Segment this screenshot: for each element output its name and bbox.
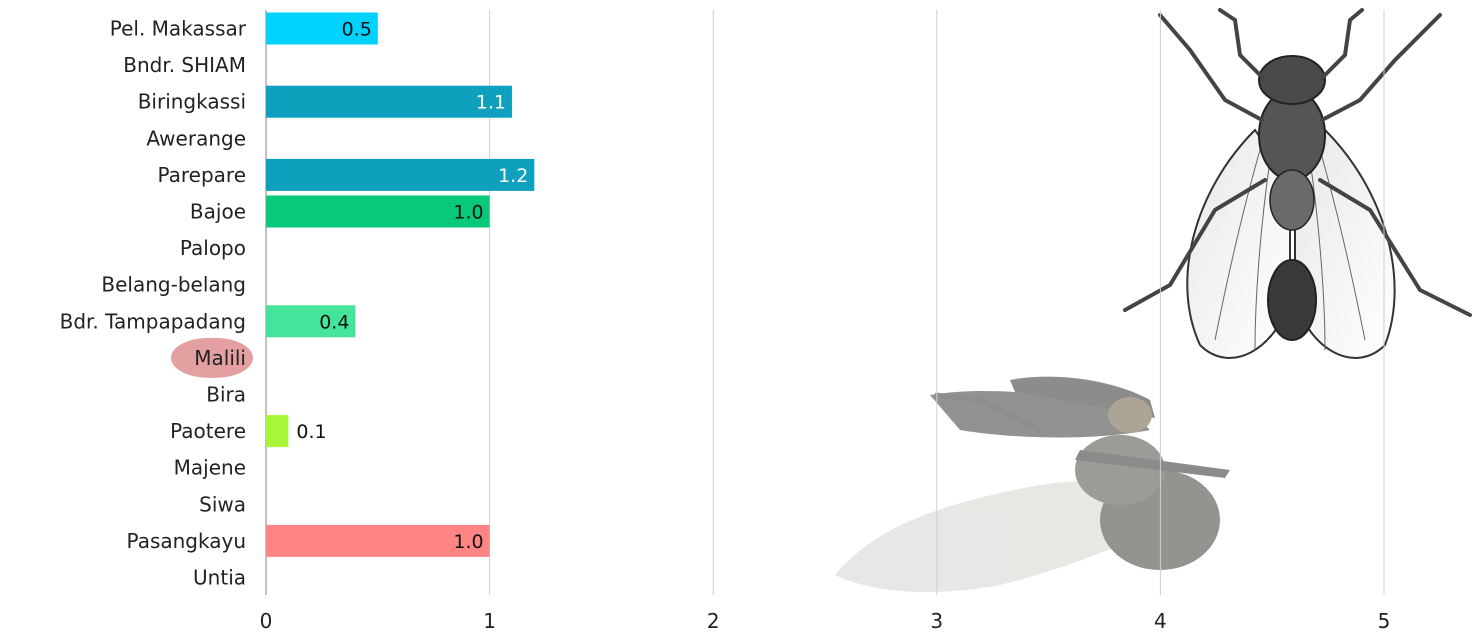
bar-value-label: 0.1 xyxy=(296,421,326,443)
bar xyxy=(266,158,535,191)
category-label: Bndr. SHIAM xyxy=(123,53,246,77)
bar-value-label: 1.0 xyxy=(453,202,483,224)
dead-fly-photo xyxy=(835,376,1230,593)
bar xyxy=(266,195,490,228)
bar-value-label: 1.0 xyxy=(453,531,483,553)
category-label: Pel. Makassar xyxy=(110,17,247,41)
x-tick-label: 5 xyxy=(1378,609,1391,633)
x-tick-label: 1 xyxy=(483,609,496,633)
bars xyxy=(266,12,535,557)
category-label: Pasangkayu xyxy=(127,529,246,553)
housefly-illustration xyxy=(1123,8,1472,359)
x-tick-label: 0 xyxy=(260,609,273,633)
x-tick-label: 4 xyxy=(1154,609,1167,633)
x-tick-labels: 0 1 2 3 4 5 xyxy=(260,609,1391,633)
x-tick-label: 2 xyxy=(707,609,720,633)
category-label: Parepare xyxy=(157,163,246,187)
x-tick-label: 3 xyxy=(930,609,943,633)
bar-value-label: 0.5 xyxy=(342,19,372,41)
category-label: Untia xyxy=(193,566,246,590)
bar xyxy=(266,12,378,45)
category-label: Majene xyxy=(174,456,246,480)
category-label: Bira xyxy=(206,383,246,407)
bar xyxy=(266,415,289,448)
category-label: Bdr. Tampapadang xyxy=(60,309,246,333)
grid xyxy=(489,10,1385,595)
bar-value-label: 1.2 xyxy=(498,165,528,187)
value-labels: 0.5 1.1 1.2 1.0 0.4 0.1 1.0 xyxy=(296,19,528,553)
category-label: Biringkassi xyxy=(138,90,246,114)
category-label: Bajoe xyxy=(190,200,246,224)
category-labels: Pel. Makassar Bndr. SHIAM Biringkassi Awera… xyxy=(60,17,247,590)
category-label: Paotere xyxy=(170,419,246,443)
bar xyxy=(266,85,512,118)
category-label: Awerange xyxy=(146,126,246,150)
highlight-marker xyxy=(171,337,253,378)
category-label: Palopo xyxy=(180,236,246,260)
bar xyxy=(266,305,356,338)
bar xyxy=(266,524,490,557)
category-label: Siwa xyxy=(199,492,246,516)
category-label: Belang-belang xyxy=(101,273,246,297)
category-label: Malili xyxy=(194,346,246,370)
bar-value-label: 0.4 xyxy=(319,311,349,333)
bar-value-label: 1.1 xyxy=(476,92,506,114)
